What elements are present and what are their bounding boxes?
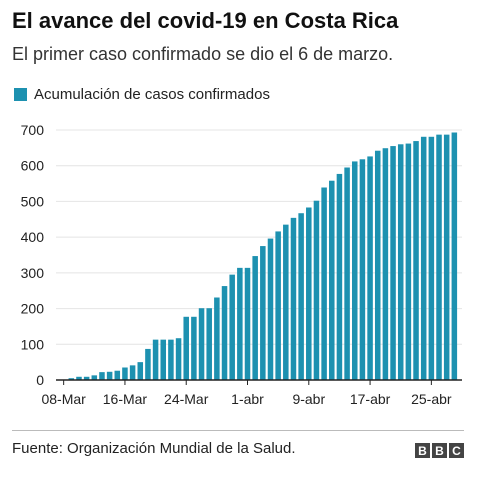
bbc-logo-letter: B <box>415 443 430 458</box>
bar <box>68 378 75 380</box>
y-tick-label: 600 <box>21 158 45 174</box>
bar <box>420 136 427 380</box>
bbc-logo: B B C <box>415 443 464 458</box>
chart-subtitle: El primer caso confirmado se dio el 6 de… <box>12 44 394 64</box>
bar <box>191 316 197 380</box>
chart-title: El avance del covid-19 en Costa Rica <box>12 8 399 33</box>
bbc-logo-letter: C <box>449 443 464 458</box>
bar <box>244 267 251 380</box>
bar <box>359 159 366 380</box>
bar <box>413 141 419 380</box>
bar <box>122 367 128 380</box>
bar <box>451 132 458 380</box>
footer-divider <box>12 430 464 431</box>
source-note: Fuente: Organización Mundial de la Salud… <box>12 440 296 457</box>
bar <box>260 246 266 380</box>
bar <box>283 224 289 380</box>
bar <box>275 231 281 380</box>
y-tick-label: 300 <box>21 265 45 281</box>
bar <box>252 256 258 380</box>
bar <box>152 339 159 380</box>
bar <box>390 146 396 380</box>
legend-label: Acumulación de casos confirmados <box>34 86 270 103</box>
x-tick-label: 08-Mar <box>41 391 86 407</box>
bar-chart: 0 100 200 300 400 500 600 700 08-Mar 16-Mar 24-Mar… <box>21 122 462 407</box>
bar <box>367 156 373 380</box>
y-tick-label: 700 <box>21 122 45 138</box>
x-tick-label: 17-abr <box>350 391 391 407</box>
bar <box>306 207 312 380</box>
x-tick-label: 24-Mar <box>164 391 209 407</box>
bar <box>237 267 243 380</box>
bar <box>374 150 381 380</box>
bar <box>106 371 113 380</box>
bar <box>443 134 450 380</box>
bar <box>229 274 235 380</box>
y-tick-label: 400 <box>21 229 45 245</box>
bar <box>397 144 404 380</box>
bar <box>76 376 82 380</box>
bar <box>428 136 435 380</box>
bar <box>298 213 304 380</box>
bar <box>183 316 189 380</box>
bar <box>351 161 358 380</box>
bar <box>198 308 205 380</box>
bar <box>405 143 412 380</box>
bar <box>160 339 167 380</box>
legend: Acumulación de casos confirmados <box>14 86 270 103</box>
bar <box>329 180 335 380</box>
bar <box>83 376 90 380</box>
bar <box>175 338 182 380</box>
bar <box>436 134 442 380</box>
bar <box>91 375 98 380</box>
y-tick-label: 500 <box>21 193 45 209</box>
bar <box>382 148 389 380</box>
bar <box>145 348 151 380</box>
bar <box>137 362 144 380</box>
x-tick-label: 16-Mar <box>103 391 148 407</box>
bar <box>214 297 220 380</box>
bar <box>168 339 174 380</box>
bar <box>129 365 136 380</box>
x-tick-label: 9-abr <box>292 391 325 407</box>
x-tick-label: 1-abr <box>231 391 264 407</box>
x-tick-label: 25-abr <box>411 391 452 407</box>
bar <box>313 200 320 380</box>
legend-swatch <box>14 88 27 101</box>
y-tick-label: 200 <box>21 301 45 317</box>
bar <box>206 308 212 380</box>
bar <box>99 372 105 380</box>
bar <box>221 286 228 380</box>
bar <box>290 217 297 380</box>
bar <box>267 238 274 380</box>
bar <box>336 173 343 380</box>
bar <box>114 370 121 380</box>
bbc-logo-letter: B <box>432 443 447 458</box>
y-tick-label: 100 <box>21 336 45 352</box>
y-tick-label: 0 <box>36 372 44 388</box>
bar <box>344 167 350 380</box>
bar <box>321 187 327 380</box>
